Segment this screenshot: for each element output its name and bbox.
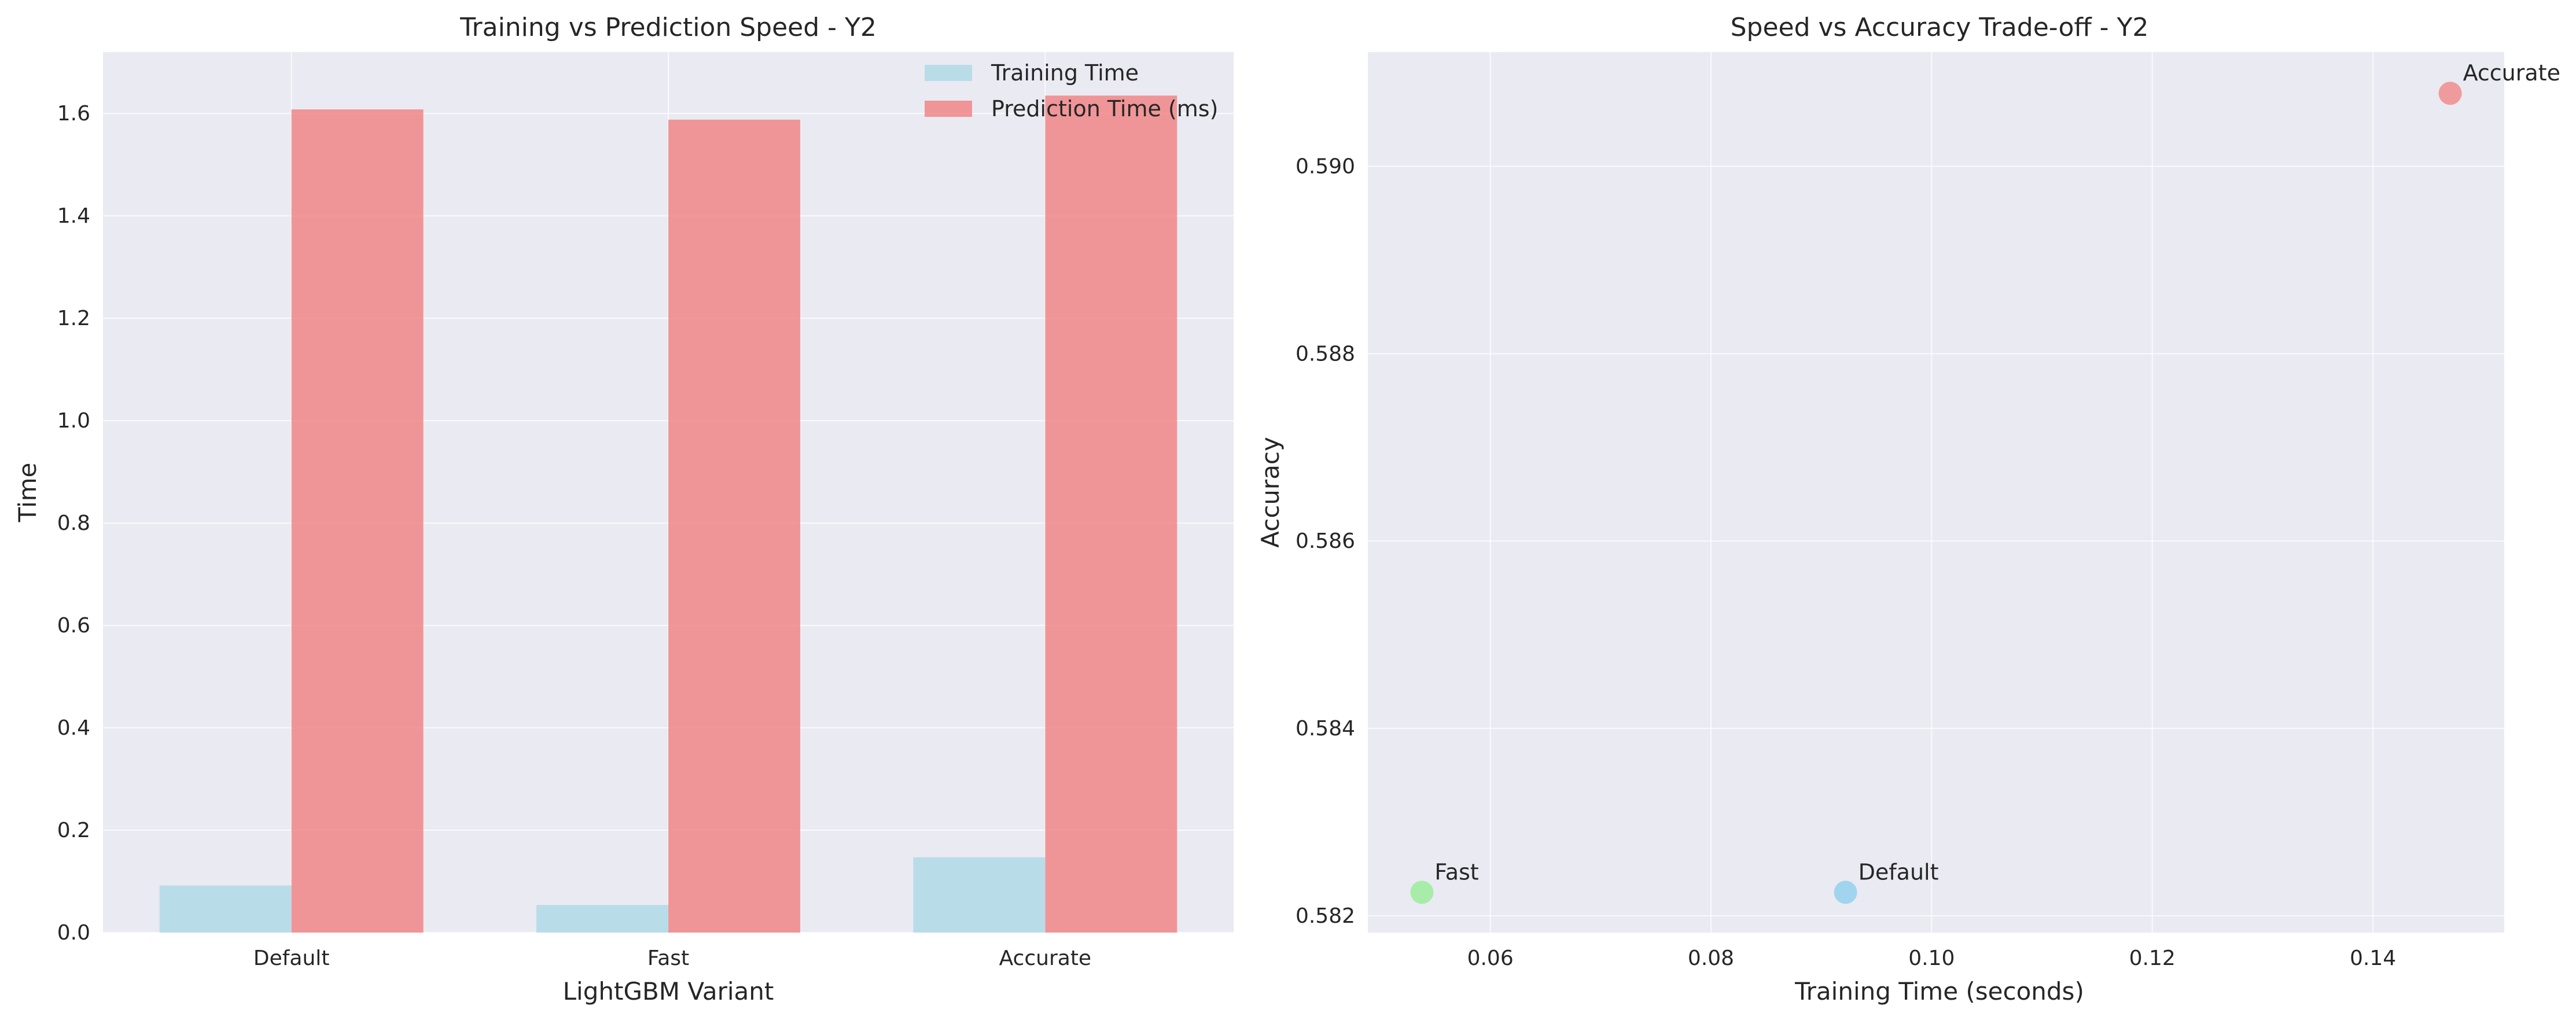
scatter-chart-plot-area xyxy=(1368,52,2504,933)
scatter-chart-y-ticks: 0.582 0.584 0.586 0.588 0.590 xyxy=(1296,155,1355,928)
scatter-chart-x-axis-label: Training Time (seconds) xyxy=(1794,977,2084,1005)
scatter-y-tick-label: 0.588 xyxy=(1296,342,1355,366)
scatter-y-tick-label: 0.590 xyxy=(1296,155,1355,179)
training-time-bar xyxy=(536,905,668,933)
scatter-point-accurate xyxy=(2438,82,2462,105)
bar-y-tick-label: 1.4 xyxy=(57,204,90,228)
bar-y-tick-label: 1.6 xyxy=(57,102,90,126)
scatter-chart-panel: Speed vs Accuracy Trade-off - Y2 0.06 0.0… xyxy=(1256,13,2560,1005)
bar-chart-x-axis-label: LightGBM Variant xyxy=(563,977,774,1005)
training-time-bar xyxy=(913,857,1046,933)
bar-y-tick-label: 0.2 xyxy=(57,819,90,842)
legend-label-prediction-time: Prediction Time (ms) xyxy=(991,96,1218,121)
training-time-bar xyxy=(159,885,292,933)
bar-y-tick-label: 0.8 xyxy=(57,511,90,535)
prediction-time-bar xyxy=(668,119,800,933)
legend-swatch-training-time xyxy=(925,65,972,81)
bar-chart-bars xyxy=(159,95,1177,933)
scatter-point-default xyxy=(1834,881,1857,904)
legend-label-training-time: Training Time xyxy=(991,60,1139,86)
scatter-chart-y-axis-label: Accuracy xyxy=(1256,437,1285,548)
bar-chart-title: Training vs Prediction Speed - Y2 xyxy=(459,13,877,42)
scatter-point-fast xyxy=(1410,881,1434,904)
bar-chart-x-ticks: Default Fast Accurate xyxy=(253,946,1091,970)
scatter-x-tick-label: 0.08 xyxy=(1688,946,1734,970)
scatter-x-tick-label: 0.06 xyxy=(1467,946,1514,970)
scatter-y-tick-label: 0.584 xyxy=(1296,717,1355,741)
bar-y-tick-label: 0.0 xyxy=(57,921,90,945)
scatter-y-tick-label: 0.586 xyxy=(1296,529,1355,553)
bar-y-tick-label: 1.2 xyxy=(57,307,90,330)
scatter-chart-points: Default Fast Accurate xyxy=(1410,60,2560,904)
scatter-annotation-accurate: Accurate xyxy=(2463,60,2560,86)
scatter-x-tick-label: 0.10 xyxy=(1908,946,1955,970)
legend-swatch-prediction-time xyxy=(925,101,972,117)
bar-y-tick-label: 0.6 xyxy=(57,614,90,638)
scatter-chart-grid xyxy=(1368,52,2504,933)
scatter-y-tick-label: 0.582 xyxy=(1296,904,1355,928)
scatter-chart-x-ticks: 0.06 0.08 0.10 0.12 0.14 xyxy=(1467,946,2397,970)
bar-y-tick-label: 1.0 xyxy=(57,409,90,433)
scatter-x-tick-label: 0.14 xyxy=(2350,946,2396,970)
bar-chart-panel: Training vs Prediction Speed - Y2 Defaul… xyxy=(13,13,1234,1005)
bar-chart-legend: Training Time Prediction Time (ms) xyxy=(925,60,1218,121)
prediction-time-bar xyxy=(1045,95,1177,933)
bar-x-tick-label: Fast xyxy=(647,946,689,970)
scatter-chart-title: Speed vs Accuracy Trade-off - Y2 xyxy=(1731,13,2149,42)
bar-chart-y-ticks: 0.0 0.2 0.4 0.6 0.8 1.0 1.2 1.4 1.6 xyxy=(57,102,90,945)
bar-y-tick-label: 0.4 xyxy=(57,716,90,740)
bar-x-tick-label: Default xyxy=(253,946,330,970)
scatter-x-tick-label: 0.12 xyxy=(2129,946,2176,970)
prediction-time-bar xyxy=(291,109,424,933)
bar-chart-y-axis-label: Time xyxy=(13,463,42,523)
scatter-annotation-fast: Fast xyxy=(1434,859,1478,885)
scatter-annotation-default: Default xyxy=(1859,859,1939,885)
bar-x-tick-label: Accurate xyxy=(999,946,1092,970)
